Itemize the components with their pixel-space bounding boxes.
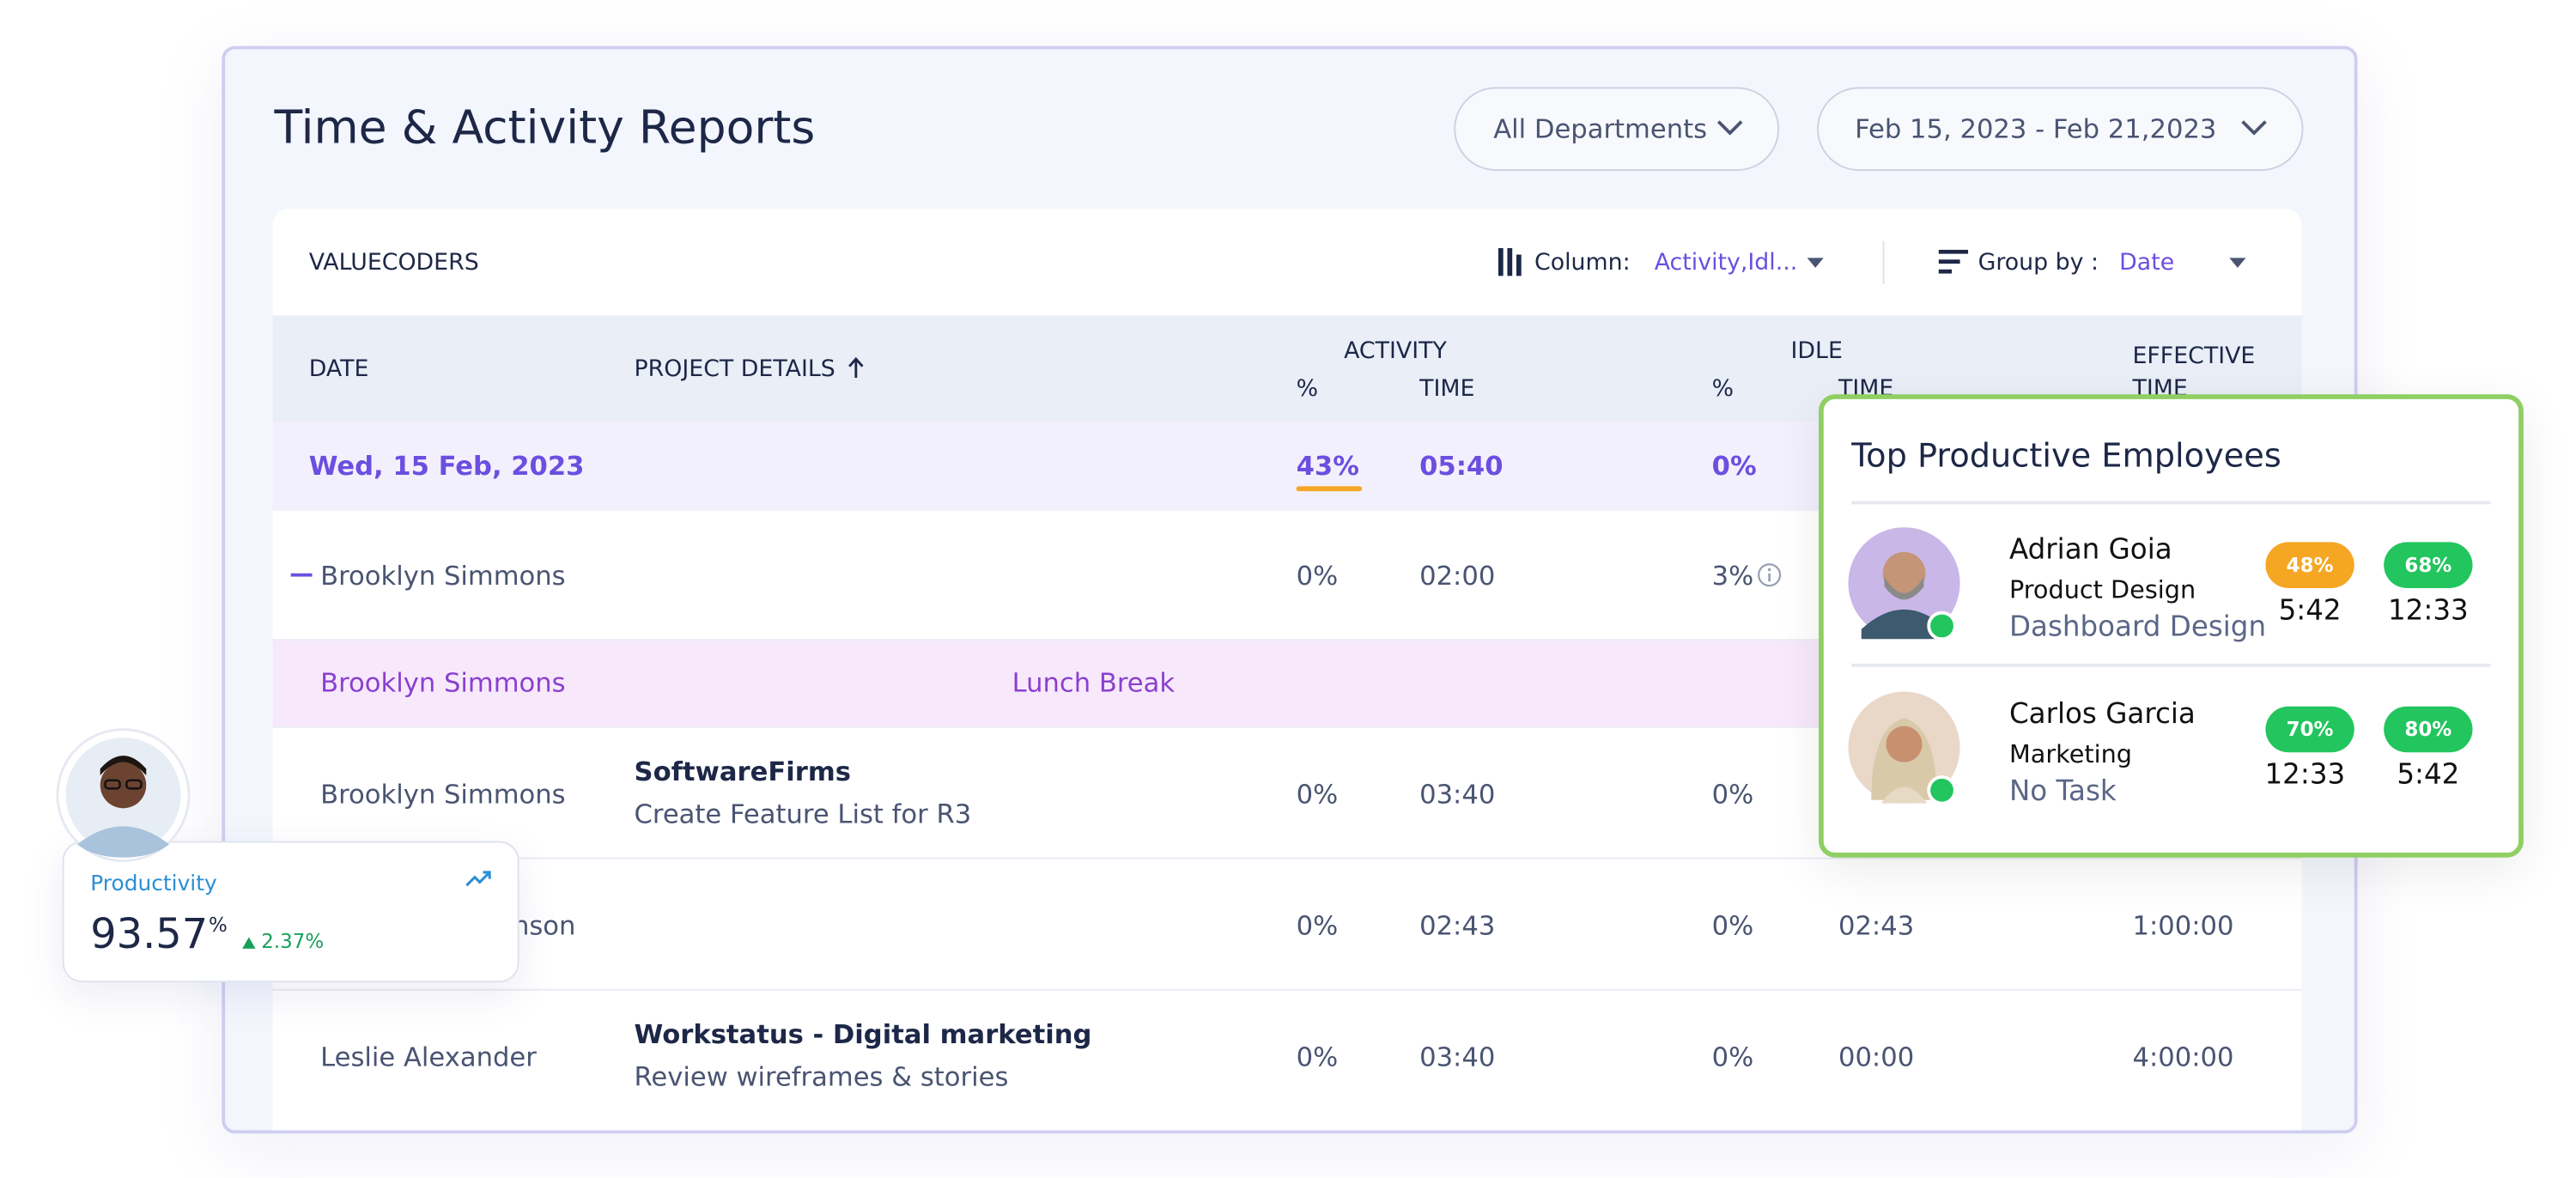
activity-time: 03:40 [1419,778,1496,811]
employee-name: Carlos Garcia [2008,698,2196,732]
badge-time: 12:33 [2387,594,2469,628]
trend-icon [465,871,491,887]
group-idle-pct: 0% [1711,450,1757,482]
employee-name: Leslie Alexander [320,1041,537,1073]
break-label: Lunch Break [1012,666,1176,699]
productivity-unit: % [208,913,228,937]
employee-name: Adrian Goia [2008,533,2172,568]
badge: 70% [2265,706,2354,753]
caret[interactable] [2227,256,2247,269]
info-icon[interactable] [1756,562,1783,588]
group-label: Group by : [1978,249,2099,276]
badge: 68% [2384,542,2473,588]
group-activity-pct: 43% [1296,450,1359,482]
project-title: SoftwareFirms [634,756,851,787]
group-value[interactable]: Date [2119,249,2175,276]
divider [1851,501,2491,505]
productivity-label: Productivity [90,871,217,897]
productivity-change: 2.37% [261,929,325,953]
employee-department: Product Design [2008,574,2196,605]
department-dropdown[interactable]: All Departments [1454,87,1780,171]
header-idle-pct: % [1711,376,1735,403]
table-row: Brooklyn Simmons SoftwareFirms Create Fe… [272,728,2302,859]
table-row: Brooklyn Simmons 0% 02:00 3% [272,511,2302,641]
sort-arrow[interactable] [848,356,864,380]
productivity-value: 93.57 [90,909,209,958]
activity-time: 02:00 [1419,560,1496,592]
employee-name: nson [512,909,576,942]
badge: 48% [2265,542,2354,588]
employee-name: Brooklyn Simmons [320,778,566,811]
activity-underline [1296,486,1363,492]
header-project: PROJECT DETAILS [634,356,835,383]
employee-name: Brooklyn Simmons [320,560,566,592]
activity-pct: 0% [1296,778,1339,811]
avatar [1848,527,1960,641]
badge-time: 12:33 [2264,758,2346,792]
activity-pct: 0% [1296,1041,1339,1073]
column-value[interactable]: Activity,Idl... [1654,249,1798,276]
activity-pct: 0% [1296,909,1339,942]
idle-pct: 0% [1711,909,1754,942]
column-label: Column: [1534,249,1631,276]
card-title: Top Productive Employees [1851,435,2281,475]
page-title: Time & Activity Reports [274,100,816,155]
divider [1882,241,1885,285]
group-activity-time: 05:40 [1419,450,1504,482]
header-activity-time: TIME [1419,376,1475,403]
employee-task: No Task [2008,775,2117,809]
employee-department: Marketing [2008,738,2133,769]
effective-time: 4:00:00 [2132,1041,2234,1073]
productivity-card: Productivity 93.57 % 2.37% [62,841,519,983]
idle-time: 02:43 [1838,909,1915,942]
chevron [1716,120,1743,136]
badge-time: 5:42 [2397,758,2460,792]
header-date: DATE [308,356,369,383]
effective-time: 1:00:00 [2132,909,2234,942]
group-date: Wed, 15 Feb, 2023 [308,450,585,482]
header-activity: ACTIVITY [1344,338,1447,365]
badge: 80% [2384,706,2473,753]
project-task: Create Feature List for R3 [634,798,972,830]
chevron [2241,120,2267,136]
badge-time: 5:42 [2278,594,2342,628]
table-card: VALUECODERS Column: Activity,Idl... Grou… [272,208,2302,1131]
table-row: Leslie Alexander Workstatus - Digital ma… [273,991,2302,1131]
date-range-dropdown[interactable]: Feb 15, 2023 - Feb 21,2023 [1817,87,2304,171]
column-icon [1498,247,1522,276]
date-range-value: Feb 15, 2023 - Feb 21,2023 [1855,113,2217,145]
project-title: Workstatus - Digital marketing [634,1018,1092,1050]
divider [1851,663,2491,667]
activity-pct: 0% [1296,560,1339,592]
table-row: nson 0% 02:43 0% 02:43 1:00:00 [272,859,2302,991]
header-activity-pct: % [1296,376,1319,403]
project-task: Review wireframes & stories [634,1060,1009,1093]
top-employees-card: Top Productive Employees Adrian Goia Pro… [1819,394,2524,858]
group-icon [1938,249,1969,274]
idle-pct: 0% [1711,1041,1754,1073]
idle-time: 00:00 [1838,1041,1915,1073]
idle-pct: 0% [1711,778,1754,811]
up-arrow [242,937,256,949]
caret[interactable] [1806,256,1826,269]
company-name: VALUECODERS [308,249,479,276]
collapse-dash[interactable] [290,573,313,577]
idle-pct: 3% [1711,560,1754,592]
activity-time: 03:40 [1419,1041,1496,1073]
avatar [1848,691,1960,805]
activity-time: 02:43 [1419,909,1496,942]
header-idle: IDLE [1790,338,1843,365]
productivity-avatar [56,728,191,863]
department-value: All Departments [1493,113,1708,145]
employee-task: Dashboard Design [2008,610,2267,645]
employee-name: Brooklyn Simmons [320,666,566,699]
